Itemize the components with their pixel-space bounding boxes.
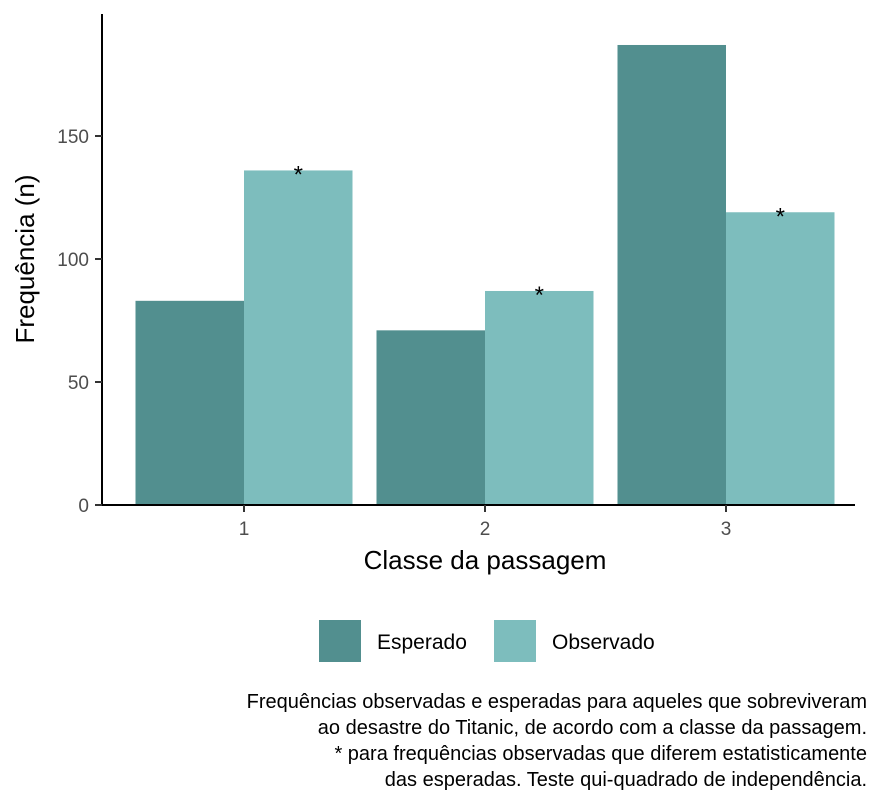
caption-line-3: * para frequências observadas que difere… bbox=[334, 743, 867, 765]
x-axis-title: Classe da passagem bbox=[364, 545, 607, 575]
legend-swatch-observado bbox=[494, 620, 536, 662]
caption-line-2: ao desastre do Titanic, de acordo com a … bbox=[318, 717, 867, 739]
y-ticks: 0 50 100 150 bbox=[57, 127, 102, 517]
x-ticks: 1 2 3 bbox=[239, 505, 732, 540]
annotation-observado-1: * bbox=[294, 161, 303, 188]
bar-observado-1 bbox=[244, 170, 353, 505]
caption-line-4: das esperadas. Teste qui-quadrado de ind… bbox=[385, 769, 867, 791]
y-tick-label-150: 150 bbox=[57, 127, 89, 148]
y-tick-label-100: 100 bbox=[57, 250, 89, 271]
y-axis-title: Frequência (n) bbox=[10, 174, 40, 343]
y-tick-label-50: 50 bbox=[68, 373, 89, 394]
x-tick-label-2: 2 bbox=[480, 519, 491, 540]
annotation-observado-2: * bbox=[535, 282, 544, 309]
x-tick-label-3: 3 bbox=[721, 519, 732, 540]
bar-esperado-1 bbox=[135, 300, 244, 505]
bar-esperado-3 bbox=[617, 44, 726, 505]
y-tick-label-0: 0 bbox=[78, 496, 89, 517]
legend: Esperado Observado bbox=[319, 620, 655, 662]
caption-line-1: Frequências observadas e esperadas para … bbox=[247, 691, 867, 713]
caption: Frequências observadas e esperadas para … bbox=[247, 691, 867, 791]
legend-swatch-esperado bbox=[319, 620, 361, 662]
significance-annotations: * * * bbox=[294, 161, 785, 309]
legend-label-observado: Observado bbox=[552, 631, 655, 654]
bar-esperado-2 bbox=[376, 330, 485, 505]
annotation-observado-3: * bbox=[776, 203, 785, 230]
bar-observado-2 bbox=[485, 290, 594, 505]
legend-label-esperado: Esperado bbox=[377, 631, 467, 654]
x-tick-label-1: 1 bbox=[239, 519, 250, 540]
bar-observado-3 bbox=[726, 212, 835, 505]
bars-group bbox=[135, 44, 835, 505]
